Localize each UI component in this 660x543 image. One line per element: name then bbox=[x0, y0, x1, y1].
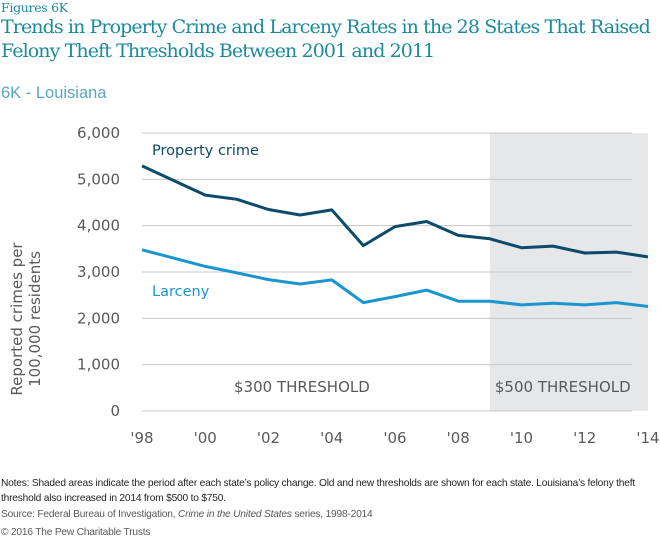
gridlines bbox=[142, 132, 632, 412]
x-tick-label: '12 bbox=[573, 429, 596, 445]
series-line-property-crime bbox=[141, 164, 649, 259]
series-lines bbox=[141, 164, 649, 308]
x-tick-label: '02 bbox=[257, 429, 280, 445]
series-label-larceny: Larceny bbox=[152, 284, 210, 300]
source-suffix: series, 1998-2014 bbox=[291, 509, 373, 520]
y-tick-label: 6,000 bbox=[77, 124, 120, 142]
threshold-label-before: $300 THRESHOLD bbox=[234, 378, 370, 396]
chart-source: Source: Federal Bureau of Investigation,… bbox=[1, 509, 373, 520]
copyright: © 2016 The Pew Charitable Trusts bbox=[1, 527, 151, 538]
x-tick-label: '08 bbox=[447, 429, 470, 445]
y-tick-label: 3,000 bbox=[77, 263, 120, 281]
y-tick-label: 1,000 bbox=[77, 356, 120, 374]
source-title: Crime in the United States bbox=[177, 509, 292, 520]
chart-subtitle: 6K - Louisiana bbox=[1, 84, 107, 102]
y-tick-label: 4,000 bbox=[77, 217, 120, 235]
y-tick-label: 2,000 bbox=[77, 309, 120, 327]
series-line-larceny bbox=[141, 248, 649, 308]
source-prefix: Source: Federal Bureau of Investigation, bbox=[1, 509, 178, 520]
figure-label: Figures 6K bbox=[1, 0, 68, 15]
x-tick-label: '98 bbox=[130, 429, 153, 445]
y-axis-ticks: 0 1,000 2,000 3,000 4,000 5,000 6,000 bbox=[77, 124, 120, 420]
x-tick-label: '00 bbox=[194, 429, 217, 445]
y-axis-label-line-1: Reported crimes per bbox=[8, 242, 26, 396]
series-label-property-crime: Property crime bbox=[152, 143, 259, 159]
x-tick-label: '10 bbox=[510, 429, 533, 445]
threshold-annotations: $300 THRESHOLD $500 THRESHOLD bbox=[234, 378, 631, 396]
y-tick-label: 5,000 bbox=[77, 170, 120, 188]
y-axis-label-line-2: 100,000 residents bbox=[26, 251, 44, 387]
x-tick-label: '04 bbox=[320, 429, 343, 445]
x-tick-label: '06 bbox=[383, 429, 406, 445]
x-axis-ticks: '98 '00 '02 '04 '06 '08 '10 '12 '14 bbox=[130, 429, 659, 445]
y-axis-label: Reported crimes per 100,000 residents bbox=[8, 242, 44, 396]
x-tick-label: '14 bbox=[636, 429, 659, 445]
chart-title: Trends in Property Crime and Larceny Rat… bbox=[1, 16, 651, 62]
chart-notes: Notes: Shaded areas indicate the period … bbox=[1, 478, 635, 504]
y-tick-label: 0 bbox=[110, 402, 120, 420]
threshold-label-after: $500 THRESHOLD bbox=[495, 378, 631, 396]
line-chart: 0 1,000 2,000 3,000 4,000 5,000 6,000 '98 '00 '0… bbox=[8, 124, 660, 445]
